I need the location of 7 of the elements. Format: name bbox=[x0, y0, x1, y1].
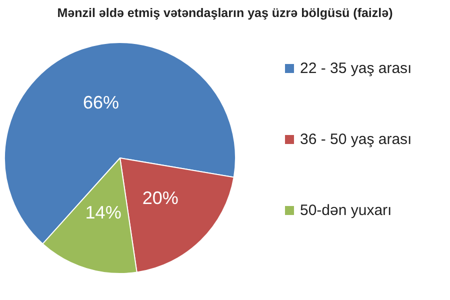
legend-label: 22 - 35 yaş arası bbox=[300, 60, 412, 77]
legend-label: 50-dən yuxarı bbox=[300, 202, 392, 219]
chart-title: Mənzil əldə etmiş vətəndaşların yaş üzrə bölgüsü (faizlə) bbox=[56, 6, 394, 20]
data-label: 20% bbox=[142, 188, 178, 208]
data-label: 66% bbox=[82, 92, 120, 112]
data-label: 14% bbox=[85, 202, 122, 222]
legend-label: 36 - 50 yaş arası bbox=[300, 131, 412, 148]
